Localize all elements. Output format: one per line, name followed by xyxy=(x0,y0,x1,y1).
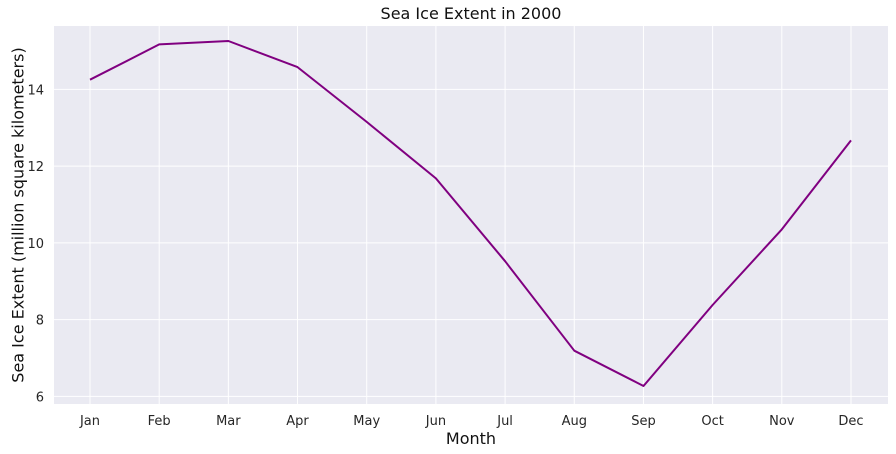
y-tick-label: 8 xyxy=(36,314,44,329)
y-tick-label: 14 xyxy=(27,83,44,98)
series-line xyxy=(89,40,852,387)
series-layer xyxy=(89,40,852,387)
y-tick-label: 10 xyxy=(27,237,44,252)
x-tick-label: Nov xyxy=(769,414,795,429)
x-tick-label: Aug xyxy=(562,414,587,429)
x-axis-title: Month xyxy=(446,429,496,448)
chart-title: Sea Ice Extent in 2000 xyxy=(381,4,562,23)
y-tick-label: 6 xyxy=(36,390,44,405)
y-tick-label: 12 xyxy=(27,160,44,175)
y-axis-title: Sea Ice Extent (million square kilometer… xyxy=(9,47,28,382)
x-tick-label: Jan xyxy=(79,414,100,429)
x-tick-label: Jul xyxy=(496,414,513,429)
x-tick-label: Apr xyxy=(286,414,309,429)
x-tick-label: Oct xyxy=(701,414,723,429)
x-tick-label: Mar xyxy=(216,414,241,429)
x-tick-label: Jun xyxy=(425,414,446,429)
tick-labels: Jan Feb Mar Apr May Jun Jul Aug Sep Oct Nov Dec 6 8 10… xyxy=(27,83,863,429)
gridlines xyxy=(54,26,888,404)
x-tick-label: Feb xyxy=(148,414,171,429)
x-tick-label: May xyxy=(353,414,380,429)
x-tick-label: Dec xyxy=(838,414,863,429)
x-tick-label: Sep xyxy=(631,414,656,429)
plot-area xyxy=(54,26,888,404)
